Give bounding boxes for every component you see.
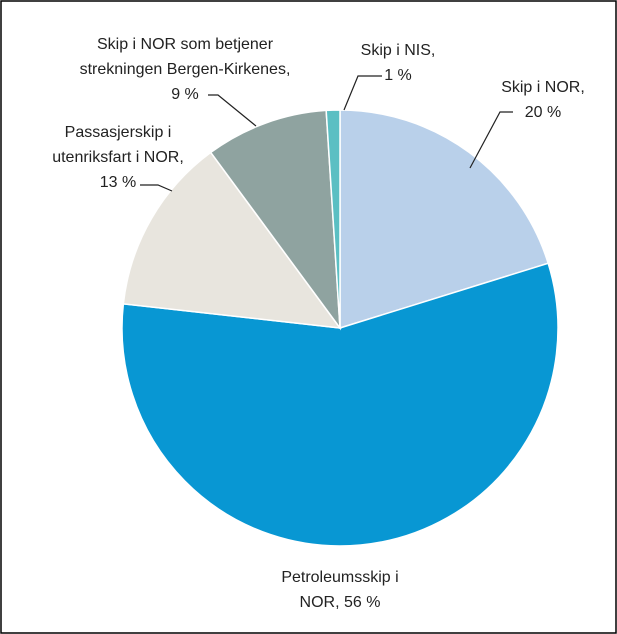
- value-label: 1 %: [384, 67, 412, 84]
- value-label: 13 %: [100, 174, 136, 191]
- value-label: 56 %: [340, 594, 381, 611]
- leader-line: [469, 111, 513, 169]
- category-name: Passasjerskip i utenriksfart i NOR,: [52, 124, 184, 166]
- category-name: Skip i NOR som betjener strekningen Berge…: [80, 36, 291, 78]
- pie-slice: [121, 262, 559, 547]
- pie-slice: [209, 109, 341, 331]
- leader-line: [208, 94, 257, 127]
- leader-line: [343, 75, 382, 111]
- pie-slice: [325, 109, 341, 329]
- slice-label: Passasjerskip i utenriksfart i NOR, 13 %: [52, 124, 184, 191]
- value-label: 9 %: [171, 86, 199, 103]
- category-name: Petroleumsskip i NOR,: [281, 569, 398, 611]
- pie-slice: [122, 151, 342, 329]
- leader-line: [140, 184, 173, 192]
- slice-label: Skip i NOR, 20 %: [501, 79, 585, 121]
- value-label: 20 %: [525, 104, 561, 121]
- slice-label: Skip i NOR som betjener strekningen Berge…: [80, 36, 291, 103]
- category-name: Skip i NOR,: [501, 79, 585, 96]
- pie-slice: [339, 109, 550, 330]
- category-name: Skip i NIS,: [361, 42, 436, 59]
- slice-label: Petroleumsskip i NOR, 56 %: [281, 569, 398, 611]
- slice-label: Skip i NIS, 1 %: [361, 42, 436, 84]
